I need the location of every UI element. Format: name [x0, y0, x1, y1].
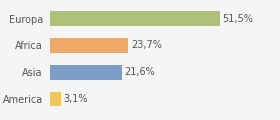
- Text: 51,5%: 51,5%: [223, 14, 254, 24]
- Text: 3,1%: 3,1%: [63, 94, 88, 104]
- Text: 23,7%: 23,7%: [131, 40, 162, 50]
- Text: 21,6%: 21,6%: [124, 67, 155, 77]
- Bar: [50, 38, 129, 53]
- Bar: [50, 92, 60, 106]
- Bar: [50, 65, 122, 80]
- Bar: [50, 11, 220, 26]
